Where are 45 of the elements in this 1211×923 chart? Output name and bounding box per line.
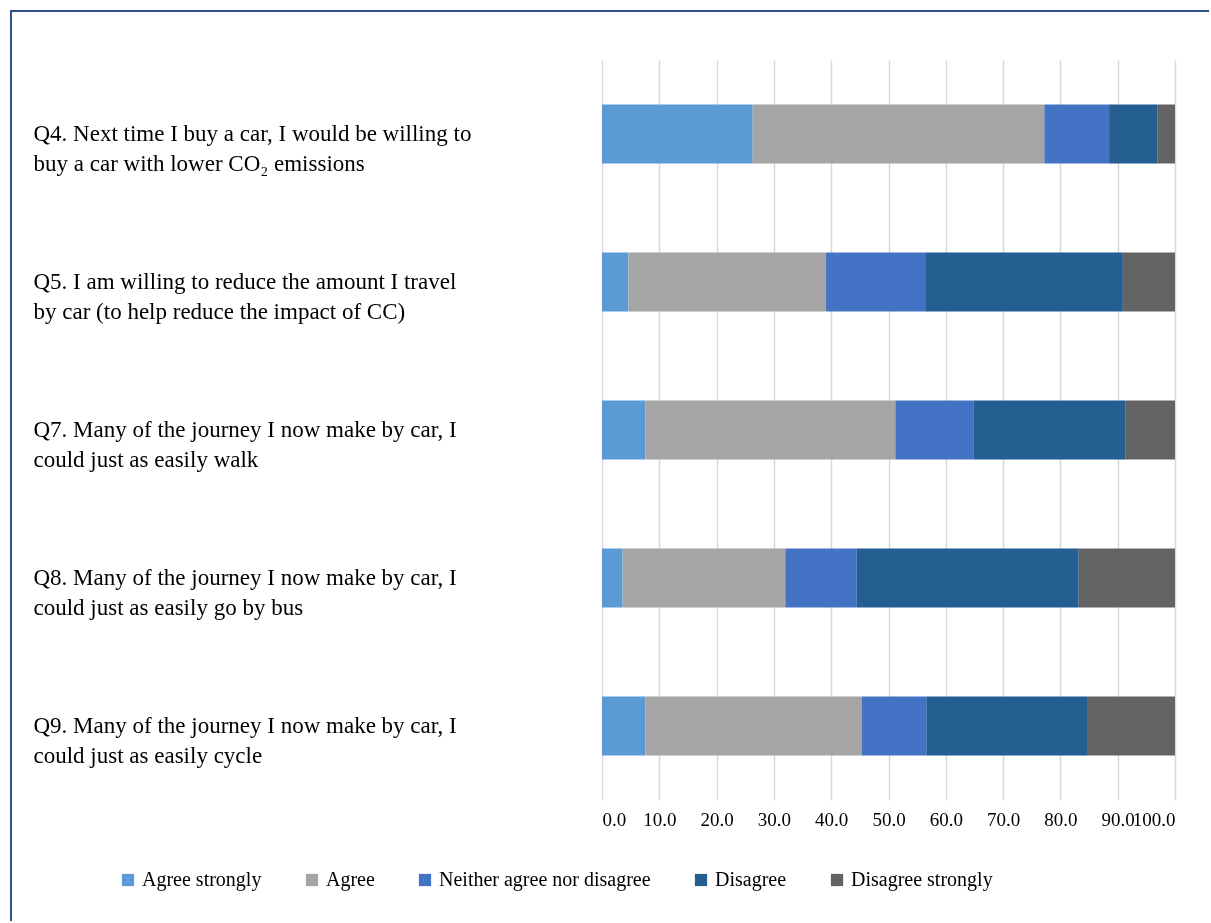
bar	[1078, 548, 1175, 608]
x-tick-label: 80.0	[1044, 808, 1078, 830]
bar	[628, 252, 827, 312]
bar	[785, 548, 857, 608]
legend-label: Agree strongly	[142, 868, 262, 891]
x-tick-label: 70.0	[986, 808, 1021, 830]
x-tick-label: 30.0	[757, 808, 792, 830]
y-tick-label: Q4. Next time I buy a car, I would be willing to buy a car with lower CO₂ emissions	[33, 121, 472, 176]
bar	[973, 400, 1126, 460]
bar	[1122, 252, 1175, 312]
bar	[602, 400, 646, 460]
bar	[752, 104, 1045, 164]
bar	[602, 696, 646, 756]
legend-label: Neither agree nor disagree	[439, 868, 651, 891]
x-tick-label: 20.0	[700, 808, 734, 830]
y-tick-label: Q9. Many of the journey I now make by car, I could just as easily cycle	[33, 713, 457, 768]
legend-label: Disagree	[715, 868, 787, 891]
y-tick-label: Q5. I am willing to reduce the amount I travel by car (to help reduce the impact of CC)	[33, 269, 457, 324]
bar	[925, 252, 1123, 312]
x-tick-label: 40.0	[815, 808, 849, 830]
bar	[1125, 400, 1175, 460]
x-tick-label: 10.0	[643, 808, 677, 830]
bar	[645, 400, 896, 460]
bar	[622, 548, 786, 608]
bar	[861, 696, 927, 756]
x-tick-label: 90.0	[1101, 808, 1135, 830]
x-tick-label: 50.0	[872, 808, 906, 830]
bar	[645, 696, 862, 756]
bar	[1109, 104, 1158, 164]
bar	[1044, 104, 1110, 164]
bar	[895, 400, 974, 460]
y-tick-label: Q8. Many of the journey I now make by car, I could just as easily go by bus	[33, 565, 457, 620]
x-tick-label: 60.0	[929, 808, 963, 830]
bar	[826, 252, 926, 312]
bar	[1087, 696, 1175, 756]
bar	[602, 104, 753, 164]
y-tick-label: Q7. Many of the journey I now make by car, I could just as easily walk	[33, 417, 457, 472]
legend-label: Agree	[326, 868, 375, 891]
x-tick-label: 0.0	[602, 808, 627, 830]
bar	[926, 696, 1088, 756]
legend-label: Disagree strongly	[851, 868, 993, 891]
bar	[602, 548, 623, 608]
bar	[856, 548, 1079, 608]
bar	[602, 252, 629, 312]
bar	[1157, 104, 1175, 164]
